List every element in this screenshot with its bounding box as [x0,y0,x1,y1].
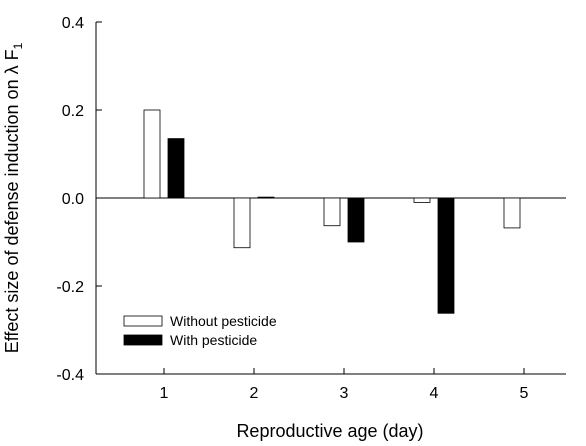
bar-without-pesticide-day-4 [413,197,431,203]
ticks: -0.4 -0.2 0.0 0.2 0.4 1 2 3 4 5 [56,15,528,402]
bar-without-pesticide-day-1 [143,109,161,199]
legend-swatch [123,315,163,327]
y-tick-label: -0.4 [56,367,84,384]
y-tick-label: 0.0 [62,191,84,208]
x-tick-label: 3 [340,385,349,402]
bars [143,109,521,314]
x-tick-label: 2 [250,385,259,402]
x-axis-title: Reproductive age (day) [236,421,423,441]
bar-with-pesticide-day-1 [167,138,185,199]
y-tick-label: -0.2 [56,279,84,296]
y-axis-title: Effect size of defense induction on λ F1 [2,42,25,353]
bar-without-pesticide-day-3 [323,197,341,227]
bar-without-pesticide-day-2 [233,197,251,249]
x-tick-label: 4 [430,385,439,402]
y-axis-title-subscript: 1 [11,42,25,49]
legend: Without pesticide With pesticide [123,313,277,348]
legend-swatch [123,334,163,346]
bar-without-pesticide-day-5 [503,197,521,229]
y-tick-label: 0.4 [62,15,84,32]
legend-label: With pesticide [170,332,257,348]
x-tick-label: 1 [160,385,169,402]
bar-with-pesticide-day-4 [437,197,455,314]
y-axis-title-main: Effect size of defense induction on λ F [2,49,22,353]
y-tick-label: 0.2 [62,103,84,120]
bar-with-pesticide-day-2 [257,196,275,199]
legend-label: Without pesticide [170,313,277,329]
x-tick-label: 5 [520,385,529,402]
bar-with-pesticide-day-3 [347,197,365,243]
